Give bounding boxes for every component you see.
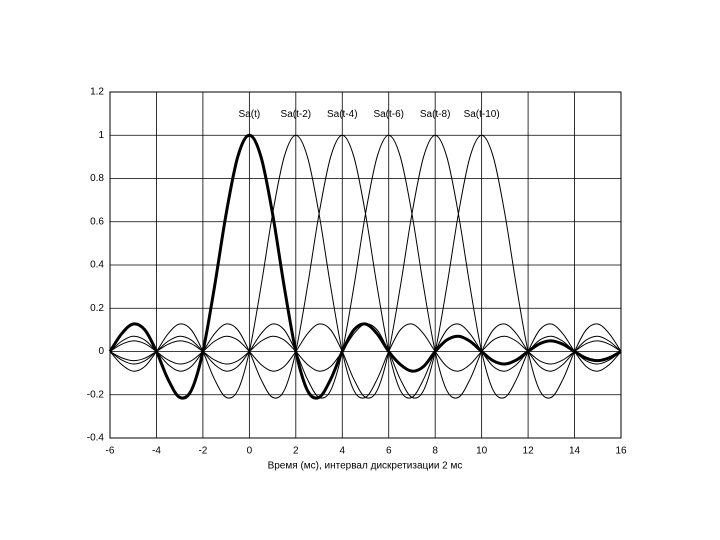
- series-label: Sa(t-6): [373, 109, 404, 120]
- y-tick-label: -0.2: [87, 389, 105, 400]
- series-line: [109, 134, 622, 399]
- y-tick-label: -0.4: [87, 433, 105, 444]
- y-tick-label: 1: [98, 130, 104, 141]
- series-line: [109, 134, 622, 399]
- y-tick-label: 0: [98, 346, 104, 357]
- x-tick-label: -4: [152, 446, 161, 457]
- x-tick-label: 12: [523, 446, 535, 457]
- series-label: Sa(t-10): [464, 109, 500, 120]
- x-axis-label: Время (мс), интервал дискретизации 2 мс: [268, 461, 463, 472]
- x-tick-label: 16: [615, 446, 627, 457]
- x-tick-label: 4: [339, 446, 345, 457]
- x-tick-label: 6: [386, 446, 392, 457]
- y-tick-label: 0.8: [90, 173, 104, 184]
- plot-frame: [109, 91, 622, 439]
- series-label: Sa(t-8): [420, 109, 451, 120]
- y-tick-label: 0.6: [90, 216, 104, 227]
- x-tick-label: 0: [247, 446, 253, 457]
- series-label: Sa(t-4): [327, 109, 358, 120]
- x-tick-label: 8: [432, 446, 438, 457]
- series-line: [109, 134, 622, 399]
- y-tick-label: 1.2: [90, 87, 104, 98]
- series-label: Sa(t): [239, 109, 261, 120]
- x-tick-label: 2: [293, 446, 299, 457]
- y-tick-label: 0.2: [90, 303, 104, 314]
- x-tick-label: 10: [476, 446, 488, 457]
- y-tick-label: 0.4: [90, 260, 104, 271]
- series-label: Sa(t-2): [281, 109, 312, 120]
- series-line: [108, 133, 622, 400]
- x-tick-label: 14: [569, 446, 581, 457]
- x-tick-label: -2: [198, 446, 207, 457]
- x-tick-label: -6: [106, 446, 115, 457]
